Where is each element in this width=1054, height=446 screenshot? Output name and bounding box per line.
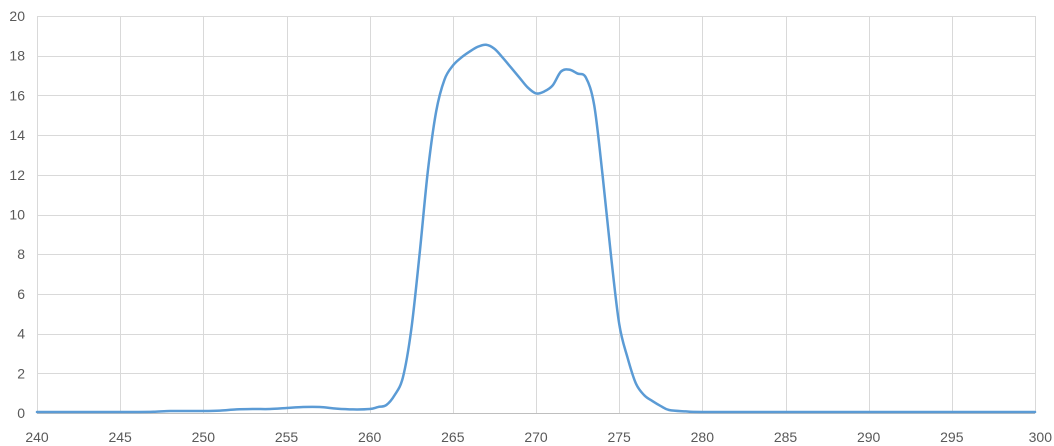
x-tick-label: 260 bbox=[358, 429, 382, 445]
x-tick-label: 270 bbox=[524, 429, 548, 445]
y-tick-label: 8 bbox=[17, 246, 25, 262]
series-line-1 bbox=[35, 43, 1037, 414]
y-tick-label: 12 bbox=[9, 167, 25, 183]
x-tick-label: 300 bbox=[1029, 429, 1053, 445]
x-tick-label: 255 bbox=[275, 429, 299, 445]
x-tick-label: 245 bbox=[108, 429, 132, 445]
y-tick-label: 6 bbox=[17, 286, 25, 302]
x-tick-label: 285 bbox=[774, 429, 798, 445]
series-layer bbox=[35, 43, 1037, 414]
y-tick-label: 20 bbox=[9, 8, 25, 24]
x-tick-label: 250 bbox=[192, 429, 216, 445]
x-tick-label: 290 bbox=[857, 429, 881, 445]
x-tick-label: 275 bbox=[607, 429, 631, 445]
y-tick-label: 10 bbox=[9, 207, 25, 223]
y-tick-label: 16 bbox=[9, 87, 25, 103]
x-tick-label: 295 bbox=[940, 429, 964, 445]
tick-labels: 0 2 4 6 8 10 12 14 16 18 20 240 245 250 255 260 265 270 27… bbox=[9, 8, 1052, 445]
x-tick-label: 280 bbox=[691, 429, 715, 445]
y-tick-label: 2 bbox=[17, 365, 25, 381]
grid bbox=[37, 16, 1036, 413]
x-tick-label: 265 bbox=[441, 429, 465, 445]
x-tick-label: 240 bbox=[25, 429, 49, 445]
y-tick-label: 4 bbox=[17, 326, 25, 342]
y-tick-label: 14 bbox=[9, 127, 25, 143]
y-tick-label: 18 bbox=[9, 48, 25, 64]
y-tick-label: 0 bbox=[17, 405, 25, 421]
